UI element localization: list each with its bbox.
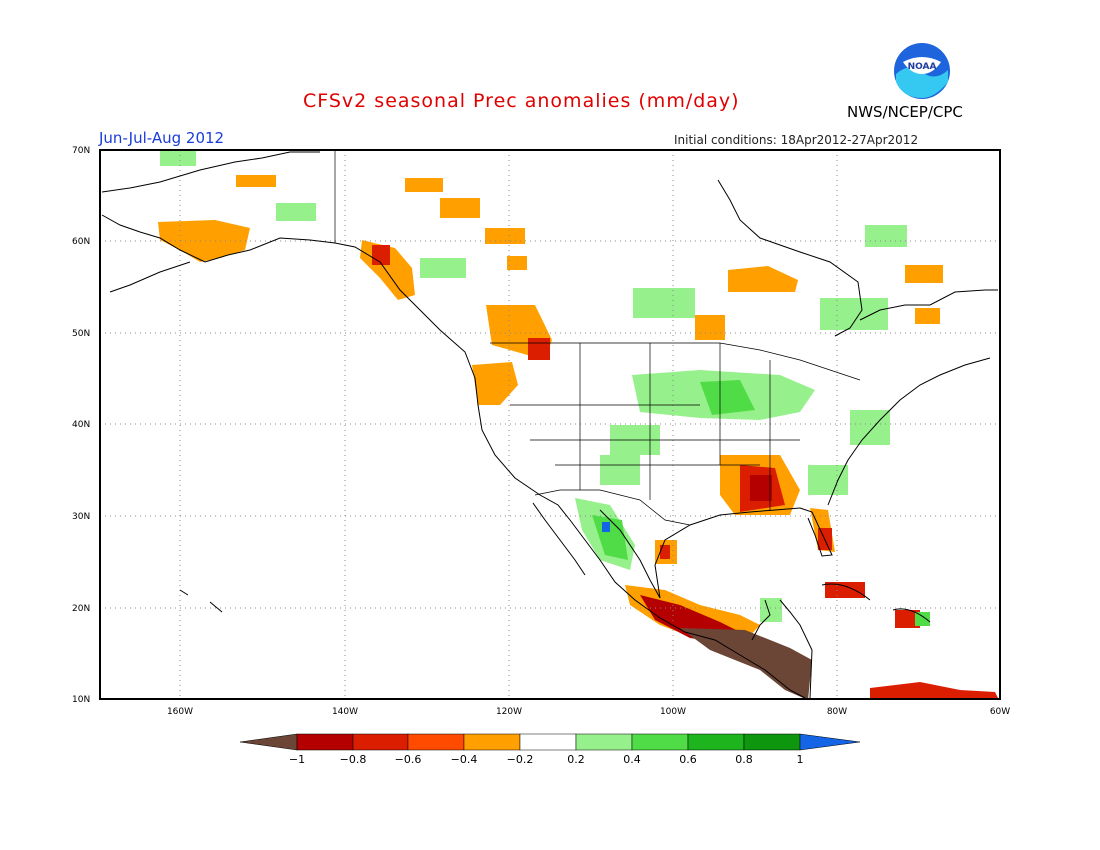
- agency-label: NWS/NCEP/CPC: [847, 103, 963, 121]
- patch-canada-wet: [420, 258, 466, 278]
- coastlines: [101, 151, 998, 699]
- colorbar-label-2: −0.8: [340, 753, 367, 766]
- patch-hudson-dry: [728, 266, 798, 292]
- colorbar-bin-3: [407, 733, 465, 751]
- lat-label-50n: 50N: [72, 329, 90, 339]
- patch-hispaniola-wet: [915, 612, 930, 626]
- patch-alaska-dry-2: [236, 175, 276, 187]
- colorbar-right-arrow: [799, 733, 861, 751]
- colorbar-bin-8: [687, 733, 745, 751]
- colorbar-label-3: −0.6: [395, 753, 422, 766]
- lon-label-160w: 160W: [167, 707, 193, 717]
- colorbar: −1 −0.8 −0.6 −0.4 −0.2 0.2 0.4 0.6 0.8 1: [239, 733, 861, 766]
- patch-carolina-wet: [808, 465, 848, 495]
- patch-canada-north-dry-2: [440, 198, 480, 218]
- patch-central-america-brown: [680, 628, 812, 700]
- initial-conditions-label: Initial conditions: 18Apr2012-27Apr2012: [674, 133, 919, 147]
- patch-canada-north-dry: [405, 178, 443, 192]
- colorbar-label-8: 0.6: [679, 753, 697, 766]
- colorbar-left-arrow: [239, 733, 298, 751]
- lon-label-80w: 80W: [827, 707, 847, 717]
- colorbar-label-6: 0.2: [567, 753, 585, 766]
- patch-quebec-wet: [820, 298, 888, 330]
- patch-ne-wet: [850, 410, 890, 445]
- lat-axis: 70N 60N 50N 40N 30N 20N 10N: [72, 146, 90, 705]
- colorbar-label-9: 0.8: [735, 753, 753, 766]
- lat-label-60n: 60N: [72, 237, 90, 247]
- map-frame: [99, 149, 1001, 700]
- patch-alaska-wet: [160, 150, 196, 166]
- colorbar-bin-7: [631, 733, 689, 751]
- colorbar-label-1: −1: [289, 753, 305, 766]
- patch-yucatan-wet: [760, 598, 782, 622]
- colorbar-bin-5: [519, 733, 577, 751]
- lat-label-40n: 40N: [72, 420, 90, 430]
- lat-label-20n: 20N: [72, 604, 90, 614]
- patch-tx-coast-red: [660, 545, 670, 559]
- colorbar-bin-1: [296, 733, 354, 751]
- patch-ontario-dry: [695, 315, 725, 340]
- colorbar-bin-2: [352, 733, 409, 751]
- patch-midwest-wet-strong: [700, 380, 755, 415]
- lon-label-120w: 120W: [496, 707, 522, 717]
- patch-nf-dry: [915, 308, 940, 324]
- colorbar-label-4: −0.4: [451, 753, 478, 766]
- patch-bc-interior-red: [528, 338, 550, 360]
- season-label: Jun-Jul-Aug 2012: [99, 129, 225, 147]
- colorbar-label-10: 1: [797, 753, 804, 766]
- patch-texas-wet: [600, 455, 640, 485]
- patch-venezuela-dry: [870, 682, 998, 698]
- lon-label-100w: 100W: [660, 707, 686, 717]
- lat-label-10n: 10N: [72, 695, 90, 705]
- patch-hispaniola-dry: [895, 610, 920, 628]
- patch-yukon-wet: [276, 203, 316, 221]
- patch-central-canada-wet: [633, 288, 695, 318]
- lon-axis: 160W 140W 120W 100W 80W 60W: [167, 707, 1010, 717]
- patch-labrador-dry: [905, 265, 943, 283]
- colorbar-label-5: −0.2: [507, 753, 534, 766]
- patch-alaska-dry: [158, 220, 250, 262]
- patch-pnw-dry: [472, 362, 518, 405]
- lon-label-60w: 60W: [990, 707, 1010, 717]
- patch-canada-north-dry-4: [507, 256, 527, 270]
- patch-southeast-darkred: [750, 475, 772, 501]
- anomaly-patches: [158, 150, 998, 700]
- colorbar-bin-4: [463, 733, 521, 751]
- colorbar-bin-6: [575, 733, 633, 751]
- patch-labrador-wet: [865, 225, 907, 247]
- state-borders: [334, 150, 861, 526]
- graticule: [100, 150, 1000, 699]
- patch-bc-coast-red: [372, 245, 390, 265]
- colorbar-bin-9: [743, 733, 801, 751]
- colorbar-label-7: 0.4: [623, 753, 641, 766]
- patch-canada-north-dry-3: [485, 228, 525, 244]
- lat-label-30n: 30N: [72, 512, 90, 522]
- logo-text: NOAA: [908, 62, 937, 72]
- patch-nw-mexico-wet-blue: [602, 522, 610, 532]
- patch-cuba-dry: [825, 582, 865, 598]
- patch-nw-mexico-wet-strong: [592, 515, 628, 560]
- chart-title: CFSv2 seasonal Prec anomalies (mm/day): [303, 90, 740, 112]
- noaa-logo: NOAA: [894, 43, 950, 99]
- lat-label-70n: 70N: [72, 146, 90, 156]
- lon-label-140w: 140W: [332, 707, 358, 717]
